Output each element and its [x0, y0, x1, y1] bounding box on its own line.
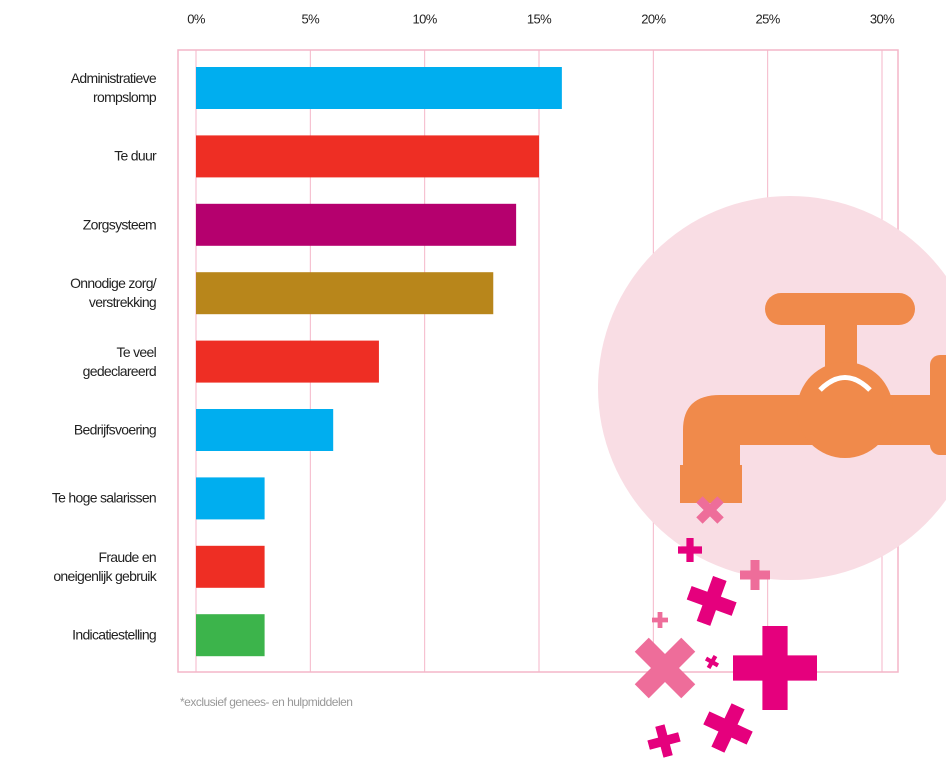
bar: [196, 67, 562, 109]
y-tick-label: Onnodige zorg/ verstrekking: [70, 275, 157, 311]
bar: [196, 272, 494, 315]
bar: [196, 340, 379, 383]
x-tick-label: 5%: [302, 11, 321, 26]
x-tick-label: 0%: [187, 11, 206, 26]
bar: [196, 203, 517, 246]
y-tick-label: Te hoge salarissen: [51, 489, 157, 506]
y-tick-label: Te duur: [114, 147, 156, 164]
bar: [196, 135, 539, 178]
y-tick-label: Te veel gedeclareerd: [82, 343, 157, 379]
bar: [196, 545, 265, 588]
x-tick-label: 10%: [413, 11, 438, 26]
bar: [196, 477, 265, 520]
y-tick-label: Indicatiestelling: [72, 626, 157, 643]
footnote: *exclusief genees- en hulpmiddelen: [180, 695, 353, 709]
x-tick-label: 25%: [756, 11, 781, 26]
y-tick-label: Administratieve rompslomp: [70, 70, 157, 105]
x-tick-label: 15%: [527, 11, 552, 26]
faucet-illustration: [598, 196, 946, 758]
x-tick-label: 30%: [870, 11, 895, 26]
bar: [196, 614, 265, 657]
bar: [196, 409, 334, 451]
y-tick-label: Bedrijfsvoering: [73, 421, 157, 438]
x-tick-label: 20%: [641, 11, 666, 26]
y-tick-label: Fraude en oneigenlijk gebruik: [53, 548, 156, 584]
y-tick-label: Zorgsysteem: [82, 216, 157, 233]
